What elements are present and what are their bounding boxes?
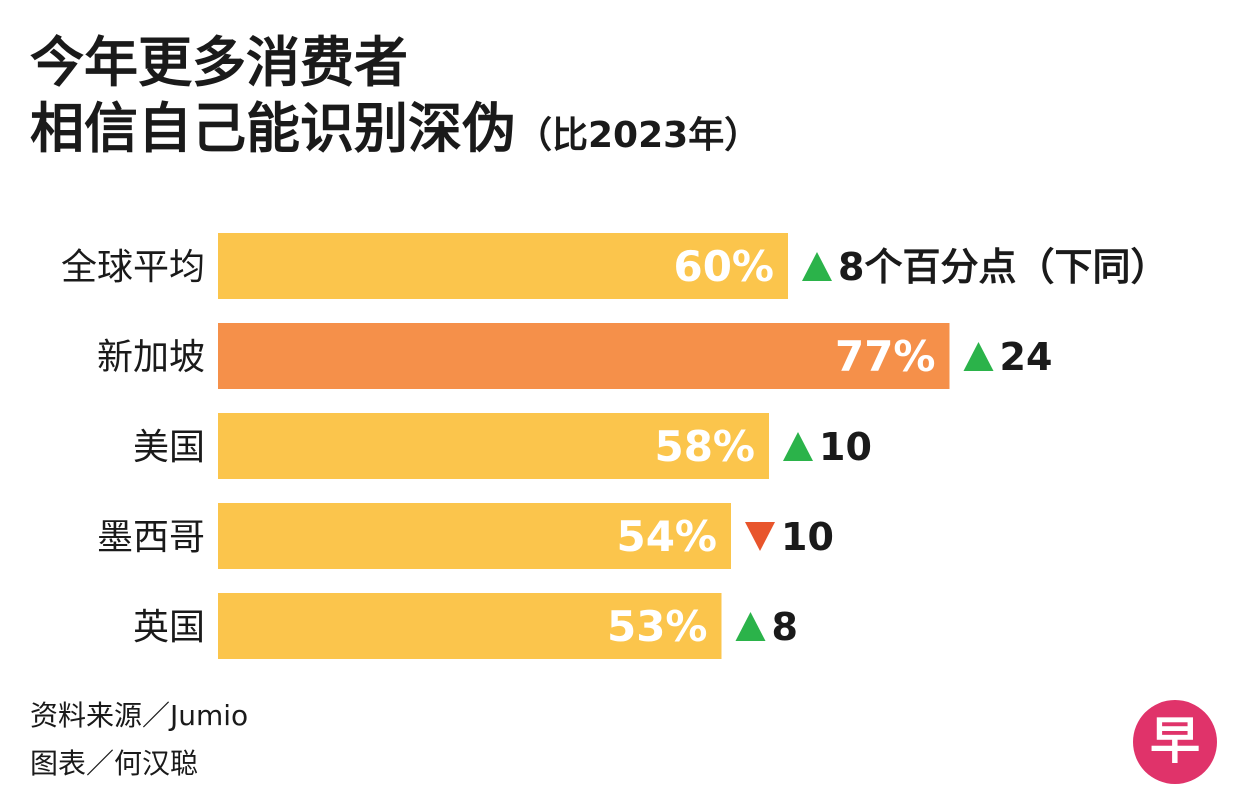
value-label: 60% (673, 242, 774, 291)
logo-glyph: 早 (1150, 712, 1200, 770)
up-arrow-icon (783, 432, 813, 461)
up-arrow-icon (963, 342, 994, 371)
value-label: 53% (607, 602, 708, 651)
up-arrow-icon (735, 612, 766, 641)
category-label: 英国 (133, 607, 205, 648)
category-label: 全球平均 (61, 247, 205, 288)
category-label: 墨西哥 (97, 517, 205, 558)
bar (218, 233, 788, 299)
down-arrow-icon (745, 522, 775, 551)
value-label: 54% (616, 512, 717, 561)
source-credit: 资料来源／Jumio (30, 699, 249, 732)
value-label: 58% (654, 422, 755, 471)
title-subtitle: （比2023年） (516, 115, 761, 156)
credits: 资料来源／Jumio 图表／何汉聪 (30, 692, 248, 788)
graphic-credit: 图表／何汉聪 (30, 747, 199, 780)
chart-title: 今年更多消费者 相信自己能识别深伪（比2023年） (30, 30, 760, 169)
publisher-logo: 早 (1133, 700, 1217, 784)
change-label: 8个百分点（下同） (838, 245, 1168, 289)
change-label: 10 (781, 515, 834, 559)
bar (218, 503, 731, 569)
bar (218, 323, 950, 389)
bar (218, 413, 769, 479)
change-label: 10 (819, 425, 872, 469)
up-arrow-icon (802, 252, 832, 281)
change-label: 8 (772, 605, 798, 649)
title-line-2-text: 相信自己能识别深伪 (30, 97, 516, 160)
title-line-2: 相信自己能识别深伪（比2023年） (30, 96, 760, 169)
value-label: 77% (835, 332, 936, 381)
category-label: 美国 (133, 427, 205, 468)
title-line-1: 今年更多消费者 (30, 31, 408, 94)
bar (218, 593, 722, 659)
logo-circle (1133, 700, 1217, 784)
category-label: 新加坡 (97, 337, 205, 378)
change-label: 24 (1000, 335, 1053, 379)
